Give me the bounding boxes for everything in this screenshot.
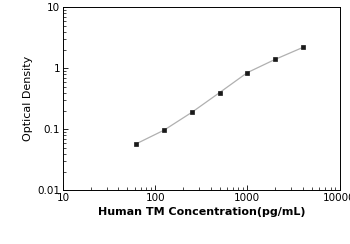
Y-axis label: Optical Density: Optical Density — [23, 56, 33, 142]
X-axis label: Human TM Concentration(pg/mL): Human TM Concentration(pg/mL) — [98, 207, 305, 217]
